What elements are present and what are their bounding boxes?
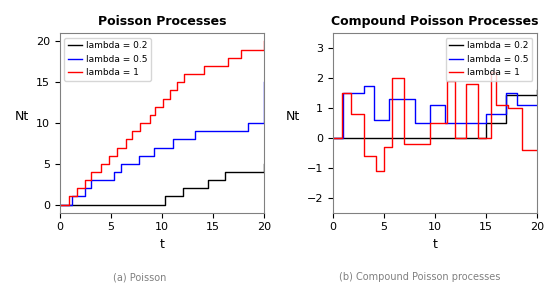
lambda = 1 [462, 82, 469, 86]
lambda = 0.5 [56, 203, 63, 206]
lambda = 1 [534, 148, 541, 152]
Line: lambda = 0.5: lambda = 0.5 [333, 86, 537, 138]
lambda = 1 [106, 154, 112, 157]
lambda = 0.5 [245, 121, 252, 125]
Text: (b) Compound Poisson processes: (b) Compound Poisson processes [339, 272, 500, 282]
Line: lambda = 1: lambda = 1 [60, 42, 264, 205]
Legend: lambda = 0.2, lambda = 0.5, lambda = 1: lambda = 0.2, lambda = 0.5, lambda = 1 [64, 38, 151, 81]
lambda = 1 [505, 106, 511, 110]
lambda = 1 [518, 148, 525, 152]
lambda = 0.5 [482, 112, 489, 116]
lambda = 0.2 [222, 170, 229, 174]
Line: lambda = 0.2: lambda = 0.2 [60, 164, 264, 205]
Line: lambda = 0.5: lambda = 0.5 [60, 82, 264, 205]
lambda = 0.5 [386, 97, 392, 101]
lambda = 0.2 [162, 195, 168, 198]
lambda = 1 [381, 145, 387, 149]
lambda = 1 [159, 97, 166, 100]
lambda = 1 [129, 130, 136, 133]
lambda = 1 [146, 113, 153, 117]
lambda = 1 [238, 48, 245, 51]
lambda = 1 [475, 136, 481, 140]
lambda = 1 [330, 136, 337, 140]
lambda = 1 [137, 121, 144, 125]
lambda = 0.5 [69, 195, 75, 198]
lambda = 1 [389, 76, 396, 80]
lambda = 0.2 [110, 203, 116, 206]
lambda = 1 [82, 178, 89, 182]
lambda = 1 [225, 56, 231, 59]
lambda = 0.2 [462, 136, 469, 140]
lambda = 1 [493, 103, 500, 107]
lambda = 1 [65, 195, 72, 198]
lambda = 0.5 [150, 146, 157, 149]
lambda = 0.5 [82, 186, 89, 190]
lambda = 1 [487, 70, 494, 74]
lambda = 0.2 [260, 162, 267, 166]
lambda = 1 [123, 138, 130, 141]
X-axis label: t: t [159, 238, 164, 251]
lambda = 0.2 [180, 186, 187, 190]
lambda = 1 [361, 154, 367, 158]
lambda = 0.2 [205, 178, 211, 182]
lambda = 1 [97, 162, 104, 166]
lambda = 0.2 [56, 203, 63, 206]
lambda = 0.2 [482, 121, 489, 125]
lambda = 1 [181, 72, 188, 76]
lambda = 0.2 [330, 136, 337, 140]
Title: Compound Poisson Processes: Compound Poisson Processes [331, 15, 539, 28]
lambda = 0.5 [361, 84, 367, 87]
lambda = 1 [372, 169, 379, 173]
lambda = 0.5 [192, 130, 199, 133]
lambda = 0.5 [111, 170, 117, 174]
Y-axis label: Nt: Nt [286, 110, 300, 123]
Line: lambda = 1: lambda = 1 [333, 72, 537, 171]
lambda = 1 [339, 91, 345, 95]
lambda = 1 [401, 142, 408, 146]
lambda = 0.5 [170, 138, 177, 141]
lambda = 0.5 [330, 136, 337, 140]
lambda = 1 [151, 105, 158, 108]
lambda = 0.2 [503, 93, 510, 96]
lambda = 1 [88, 170, 95, 174]
lambda = 1 [56, 203, 63, 206]
lambda = 1 [348, 112, 355, 116]
Text: (a) Poisson: (a) Poisson [113, 272, 167, 282]
lambda = 0.5 [503, 91, 510, 95]
lambda = 0.5 [371, 118, 377, 122]
lambda = 1 [528, 148, 535, 152]
X-axis label: t: t [433, 238, 438, 251]
lambda = 0.2 [534, 89, 541, 92]
lambda = 0.5 [411, 121, 418, 125]
lambda = 1 [74, 186, 80, 190]
lambda = 0.5 [118, 162, 125, 166]
Title: Poisson Processes: Poisson Processes [98, 15, 226, 28]
lambda = 0.5 [88, 178, 95, 182]
lambda = 0.5 [513, 103, 520, 107]
lambda = 1 [452, 136, 459, 140]
lambda = 1 [167, 89, 173, 92]
lambda = 1 [444, 80, 451, 83]
lambda = 0.5 [442, 121, 448, 125]
Line: lambda = 0.2: lambda = 0.2 [333, 90, 537, 138]
lambda = 1 [260, 40, 267, 43]
lambda = 1 [113, 146, 120, 149]
lambda = 0.5 [260, 81, 267, 84]
Legend: lambda = 0.2, lambda = 0.5, lambda = 1: lambda = 0.2, lambda = 0.5, lambda = 1 [446, 38, 532, 81]
lambda = 1 [427, 121, 433, 125]
Y-axis label: Nt: Nt [15, 110, 29, 123]
lambda = 0.5 [136, 154, 143, 157]
lambda = 0.5 [427, 103, 433, 107]
lambda = 1 [200, 64, 207, 68]
lambda = 1 [174, 81, 181, 84]
lambda = 0.5 [534, 103, 541, 107]
lambda = 0.5 [340, 91, 347, 95]
